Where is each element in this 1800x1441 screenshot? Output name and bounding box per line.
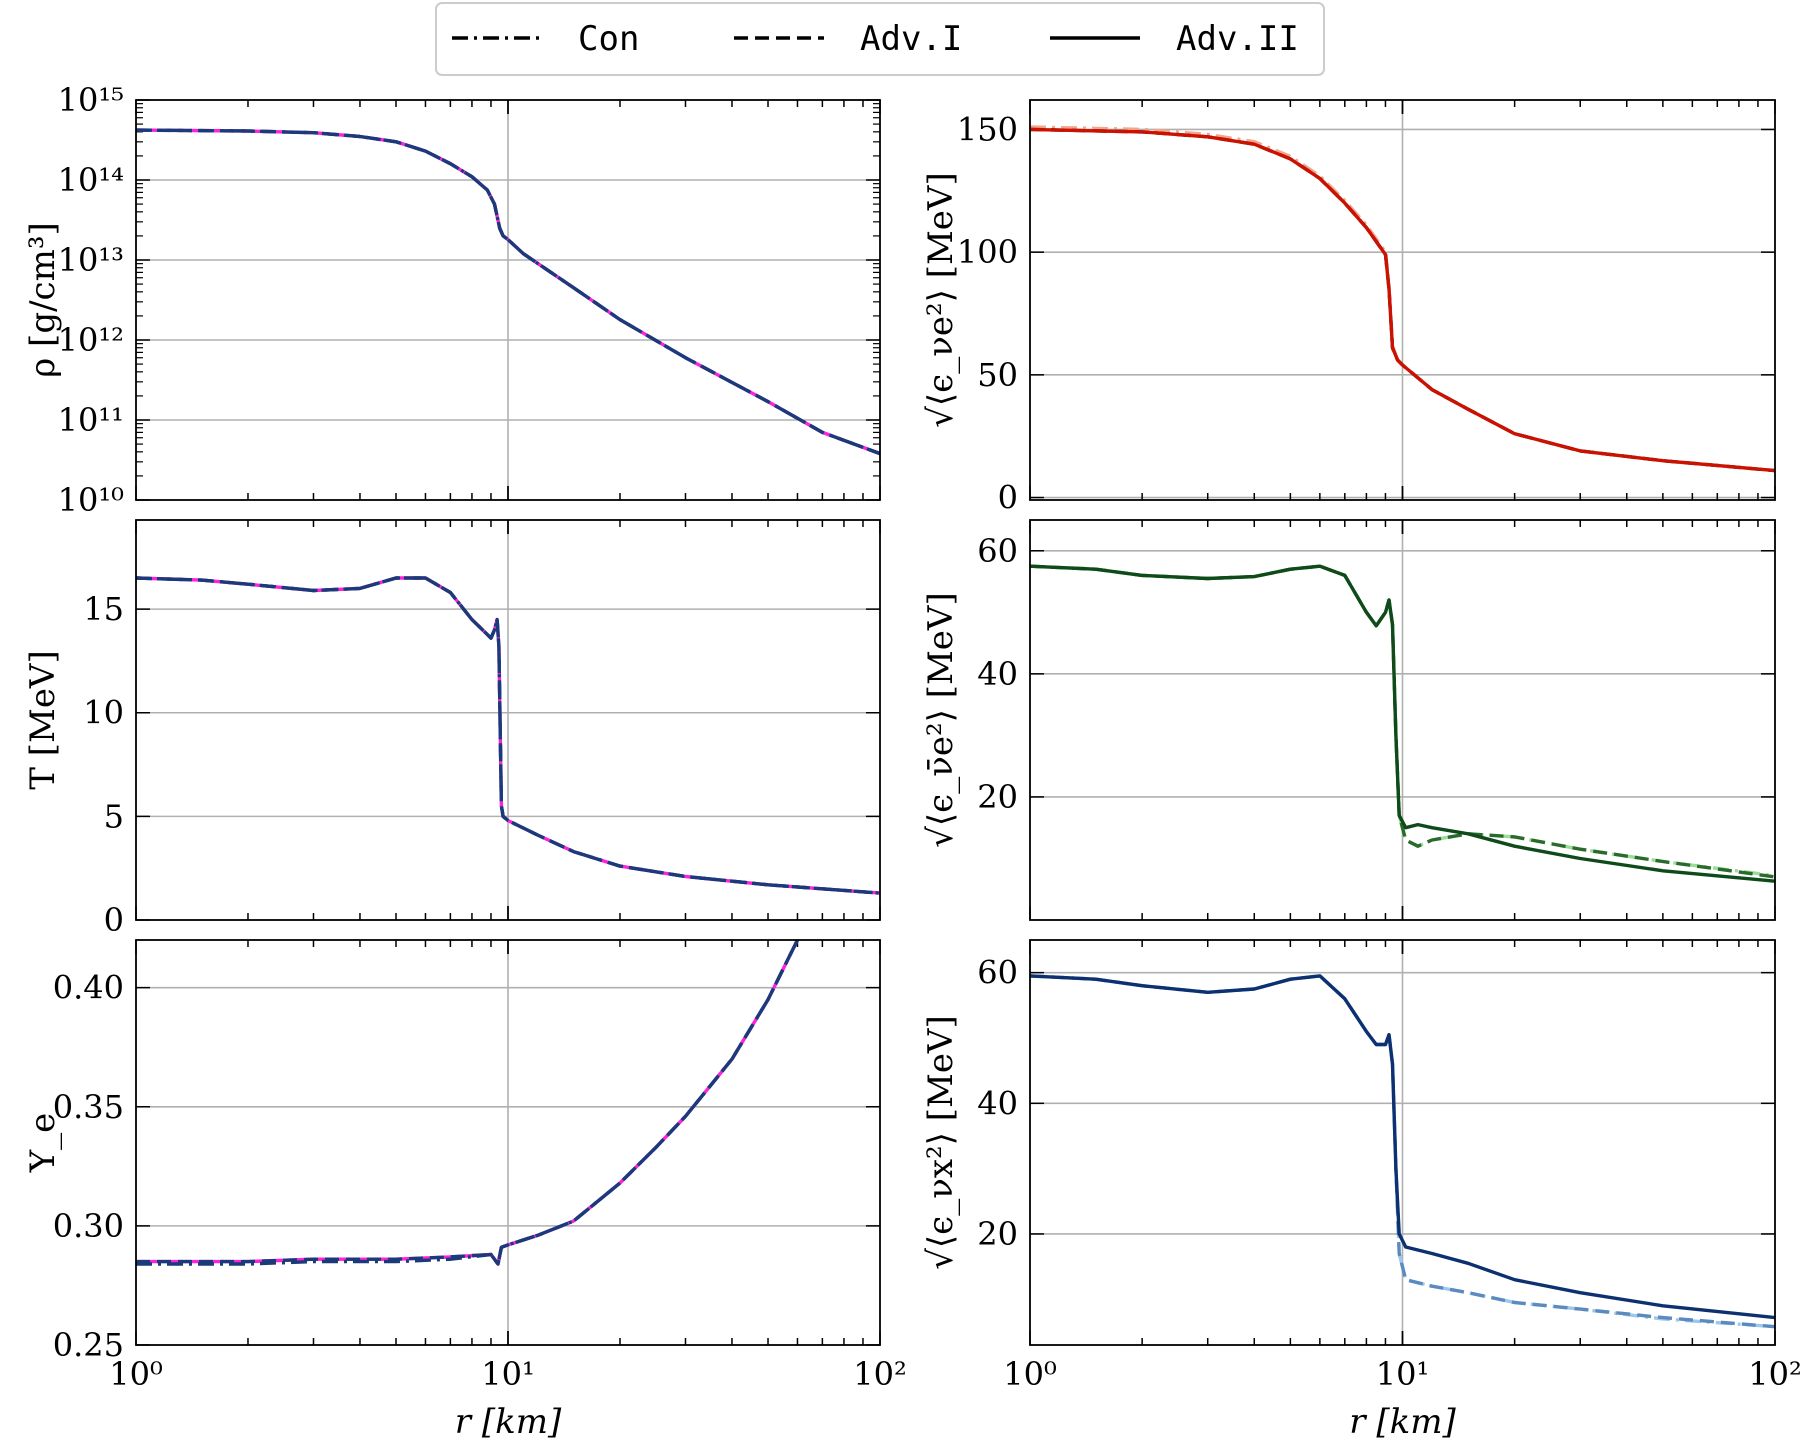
series-line-adv-ii bbox=[1030, 974, 1775, 1320]
y-tick-label: 0.30 bbox=[53, 1207, 124, 1245]
y-axis-label: √⟨ϵ_νx²⟩ [MeV] bbox=[921, 1015, 961, 1270]
axes-frame bbox=[1029, 939, 1776, 1346]
panel-enu_ebar: 20 40 60 √⟨ϵ_ν̄e²⟩ [MeV] bbox=[921, 519, 1776, 921]
y-tick-label: 10 bbox=[83, 694, 124, 732]
y-tick-label: 0 bbox=[998, 479, 1018, 517]
legend-label: Adv.I bbox=[860, 19, 962, 59]
y-tick-label: 10¹³ bbox=[58, 241, 124, 279]
y-axis-label: ρ [g/cm³] bbox=[23, 222, 63, 377]
series-group bbox=[136, 128, 880, 456]
x-tick-label-1e0: 10⁰ bbox=[109, 1355, 163, 1393]
series-line-con bbox=[136, 576, 880, 895]
y-tick-label: 10¹⁴ bbox=[58, 161, 124, 199]
y-tick-label: 0.40 bbox=[53, 969, 124, 1007]
x-axis-label: r [km] bbox=[455, 1402, 562, 1441]
legend: Con Adv.I Adv.II bbox=[435, 2, 1325, 76]
panel-T: 0 5 10 15 T [MeV] bbox=[23, 519, 881, 939]
panel-Ye: 0.25 0.30 0.35 0.40 10⁰ 10¹ 10² r [km] Y_e bbox=[23, 939, 907, 1441]
y-tick-label: 10¹² bbox=[58, 321, 124, 359]
series-group bbox=[136, 940, 800, 1266]
legend-label: Con bbox=[578, 19, 639, 59]
grid bbox=[136, 100, 880, 500]
series-line-adv-ii bbox=[1030, 564, 1775, 883]
grid bbox=[1030, 940, 1775, 1345]
legend-label: Adv.II bbox=[1176, 19, 1299, 59]
axes-frame bbox=[135, 939, 881, 1346]
y-axis-label: Y_e bbox=[23, 1113, 63, 1174]
x-tick-label-1e2: 10² bbox=[1748, 1355, 1800, 1393]
y-axis-label: √⟨ϵ_νe²⟩ [MeV] bbox=[921, 172, 961, 427]
axes-frame bbox=[135, 519, 881, 921]
axes-frame bbox=[1029, 99, 1776, 501]
series-line-con bbox=[136, 128, 880, 456]
y-tick-label: 60 bbox=[977, 532, 1018, 570]
x-tick-label-1e2: 10² bbox=[853, 1355, 907, 1393]
y-tick-label: 150 bbox=[957, 110, 1018, 148]
y-tick-label: 0.25 bbox=[53, 1326, 124, 1364]
series-group bbox=[1030, 125, 1775, 473]
grid bbox=[136, 940, 880, 1345]
y-tick-label: 10¹¹ bbox=[58, 401, 124, 439]
x-axis-label: r [km] bbox=[1349, 1402, 1456, 1441]
y-tick-label: 100 bbox=[957, 233, 1018, 271]
x-tick-label-1e0: 10⁰ bbox=[1003, 1355, 1057, 1393]
series-line-con bbox=[136, 940, 800, 1266]
y-tick-label: 5 bbox=[104, 797, 124, 835]
grid bbox=[1030, 520, 1775, 920]
panel-enu_e: 0 50 100 150 √⟨ϵ_νe²⟩ [MeV] bbox=[921, 99, 1776, 517]
axes-frame bbox=[1029, 519, 1776, 921]
y-tick-label: 40 bbox=[977, 1084, 1018, 1122]
grid bbox=[136, 520, 880, 920]
grid bbox=[1030, 100, 1775, 500]
y-tick-label: 0.35 bbox=[53, 1088, 124, 1126]
panel-enu_x: 20 40 60 10⁰ 10¹ 10² r [km] √⟨ϵ_νx²⟩ [MeV] bbox=[921, 939, 1800, 1441]
y-tick-label: 40 bbox=[977, 655, 1018, 693]
y-tick-label: 20 bbox=[977, 1215, 1018, 1253]
series-group bbox=[136, 576, 880, 895]
legend-box bbox=[435, 2, 1325, 76]
x-tick-label-1e1: 10¹ bbox=[1376, 1355, 1430, 1393]
axes-frame bbox=[135, 99, 881, 501]
x-tick-label-1e1: 10¹ bbox=[481, 1355, 535, 1393]
y-axis-label: √⟨ϵ_ν̄e²⟩ [MeV] bbox=[921, 592, 961, 847]
y-tick-label: 0 bbox=[104, 901, 124, 939]
panel-rho: 10¹⁰ 10¹¹ 10¹² 10¹³ 10¹⁴ 10¹⁵ ρ [g/cm³] bbox=[23, 81, 881, 519]
series-group bbox=[1030, 974, 1775, 1329]
y-tick-label: 10¹⁰ bbox=[58, 481, 124, 519]
y-tick-label: 10¹⁵ bbox=[58, 81, 124, 119]
y-tick-label: 15 bbox=[83, 590, 124, 628]
y-tick-label: 20 bbox=[977, 778, 1018, 816]
y-axis-label: T [MeV] bbox=[23, 650, 63, 790]
y-tick-label: 50 bbox=[977, 356, 1018, 394]
series-group bbox=[1030, 564, 1775, 883]
series-line-adv-ii bbox=[1030, 127, 1775, 473]
y-tick-label: 60 bbox=[977, 954, 1018, 992]
series-line-adv-i bbox=[136, 940, 800, 1266]
